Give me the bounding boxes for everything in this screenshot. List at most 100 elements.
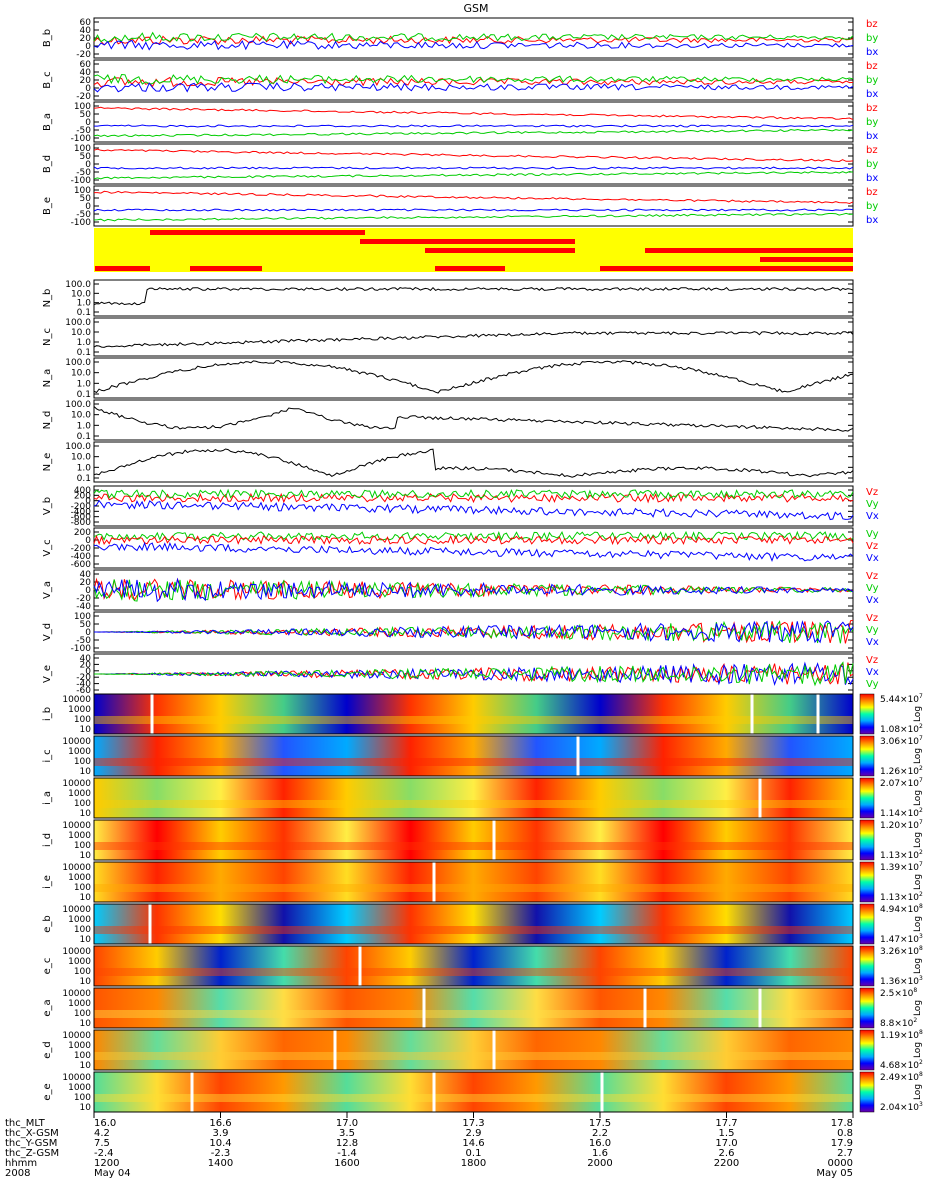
axis-row-label: thc_MLT	[5, 1118, 46, 1129]
tick-label: 60	[80, 60, 92, 70]
tick-label: 100	[74, 102, 91, 112]
legend-by: by	[866, 201, 878, 212]
b-series-bz	[94, 190, 854, 205]
colorbar-min-exp: 3	[919, 975, 923, 982]
tick-label: 0	[85, 84, 91, 94]
colorbar-max-exp: 7	[919, 819, 923, 826]
panel-frame	[93, 317, 854, 357]
tick-label: 10	[80, 935, 92, 945]
status-bars	[94, 228, 853, 272]
tick-label: 100	[74, 715, 91, 725]
axis-row-label: thc_Y-GSM	[5, 1138, 57, 1149]
panel-frame	[93, 945, 854, 987]
panel-frame	[93, 693, 854, 735]
legend-Vy: Vy	[866, 499, 879, 510]
panel-ylabel: N_d	[42, 411, 53, 430]
tick-label: 10000	[62, 1031, 91, 1041]
panel-ylabel: B_e	[42, 197, 53, 215]
legend-bz: bz	[866, 61, 878, 72]
tick-label: -800	[71, 518, 92, 528]
spectrogram-image	[94, 736, 853, 776]
b-series-bx	[93, 208, 854, 212]
v-series-Vy	[94, 661, 854, 687]
spectrogram-band	[94, 1052, 853, 1060]
tick-label: 1000	[68, 1083, 91, 1093]
colorbar-min: 1.47×103	[880, 933, 923, 945]
tick-label: 10	[80, 1103, 92, 1113]
v-series-Vx	[93, 577, 854, 603]
colorbar-label: Log	[913, 1042, 923, 1058]
tick-label: 40	[80, 26, 92, 36]
colorbar	[859, 1071, 875, 1113]
panel-ylabel: B_d	[42, 155, 53, 173]
legend-by: by	[866, 33, 878, 44]
colorbar-max: 4.94×108	[880, 903, 923, 915]
panel-ylabel: N_e	[42, 453, 53, 472]
panel-ylabel: V_a	[42, 581, 53, 599]
colorbar	[859, 777, 875, 819]
legend-Vz: Vz	[866, 655, 878, 666]
spectrogram-band	[94, 716, 853, 724]
status-segment	[360, 239, 575, 244]
legend-Vx: Vx	[866, 511, 879, 522]
colorbar	[859, 819, 875, 861]
tick-label: 0.1	[77, 348, 91, 358]
legend-Vy: Vy	[866, 583, 879, 594]
axis-value: -1.4	[337, 1148, 357, 1159]
tick-label: 0	[85, 628, 91, 638]
spectrogram-image	[94, 988, 853, 1028]
legend-Vz: Vz	[866, 571, 878, 582]
tick-label: -400	[71, 552, 92, 562]
colorbar-max-exp: 8	[919, 1029, 923, 1036]
spectrogram-band	[94, 842, 853, 850]
colorbar-min-exp: 2	[919, 849, 923, 856]
legend-Vx: Vx	[866, 637, 879, 648]
tick-label: 10000	[62, 779, 91, 789]
axis-value: 16.0	[94, 1118, 116, 1129]
tick-label: -200	[71, 544, 92, 554]
axis-value: 0000	[828, 1158, 853, 1169]
colorbar-max: 1.20×107	[880, 819, 923, 831]
tick-label: -50	[76, 126, 91, 136]
status-segment	[150, 230, 365, 235]
tick-label: 1000	[68, 915, 91, 925]
b-series-bz	[93, 76, 854, 88]
axis-value: 3.9	[213, 1128, 229, 1139]
tick-label: 100	[74, 144, 91, 154]
tick-label: 0	[85, 160, 91, 170]
n-panel-N_a: N_a 100.010.01.00.1	[42, 357, 854, 400]
tick-label: 100	[74, 799, 91, 809]
b-series-by	[93, 31, 854, 43]
tick-label: -60	[76, 686, 91, 696]
panel-ylabel: i_b	[42, 707, 53, 721]
n-series	[93, 331, 854, 348]
tick-label: 100	[74, 883, 91, 893]
axis-value: -2.4	[94, 1148, 114, 1159]
tick-label: 1000	[68, 705, 91, 715]
legend-Vy: Vy	[866, 679, 879, 690]
v-series-Vz	[94, 661, 854, 685]
colorbar-min: 2.04×103	[880, 1101, 923, 1113]
panel-frame	[93, 735, 854, 777]
v-series-Vx	[93, 541, 854, 563]
panel-frame	[93, 903, 854, 945]
tick-label: 1000	[68, 789, 91, 799]
axis-row-label: hhmm	[5, 1158, 37, 1169]
v-series-Vy	[93, 530, 854, 542]
colorbar-max: 2.5×108	[880, 987, 917, 999]
b-series-bx	[93, 39, 854, 51]
colorbar-min: 1.14×102	[880, 807, 923, 819]
spectrogram-band	[94, 1094, 853, 1102]
panel-ylabel: V_d	[42, 623, 53, 641]
axis-value: 0.1	[466, 1148, 482, 1159]
tick-label: 100	[74, 967, 91, 977]
tick-label: 100	[74, 1009, 91, 1019]
tick-label: 10000	[62, 821, 91, 831]
